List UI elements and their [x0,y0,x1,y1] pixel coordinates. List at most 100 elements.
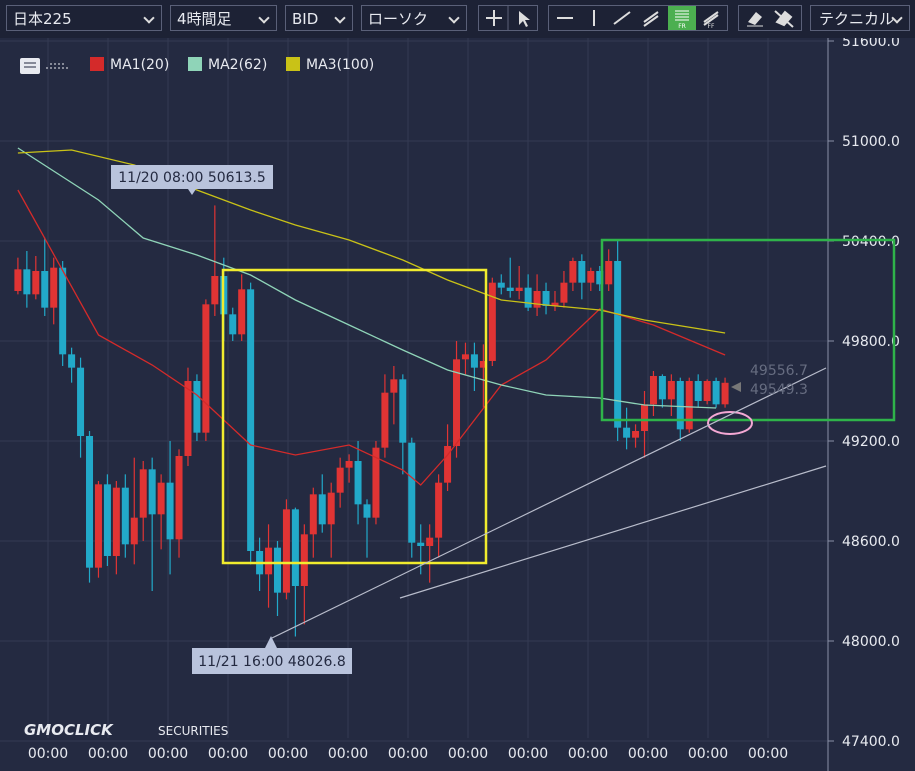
candle-body [426,537,434,546]
candle-body [327,492,335,525]
candle-body [148,469,156,515]
candle-body [632,431,640,438]
x-tick-label: 00:00 [748,746,788,762]
legend-swatch [286,57,300,71]
candle-body [300,534,308,586]
candle-body [596,271,604,285]
candle-body [103,484,111,556]
candle-body [676,381,684,430]
candle-body [667,381,675,400]
candle-body [282,509,290,593]
candle-body [291,509,299,586]
candle-body [23,269,31,295]
candle-body [59,267,67,355]
y-tick-label: 49800.0 [842,334,900,350]
candle-body [515,287,523,291]
candle-body [318,494,326,525]
candle-body [453,359,461,446]
candle-body [381,392,389,448]
annotation-box [111,165,273,189]
annotations: 11/20 08:00 50613.5 11/21 16:00 48026.8 … [24,165,808,739]
candle-body [399,379,407,443]
candle-body [273,547,281,593]
candle-body [605,261,613,285]
y-tick-label: 48000.0 [842,634,900,650]
candle-body [649,376,657,405]
candle-body [86,436,94,568]
candle-body [587,271,595,283]
toolbar: 日本225 4時間足 BID ローソク FR FF テクニカル [0,0,915,38]
candle-body [363,504,371,518]
legend-icon[interactable] [20,58,40,74]
candle-body [408,442,416,543]
candle-body [211,276,219,305]
draw-tools[interactable]: FR FF [548,5,728,31]
candle-body [184,381,192,456]
candle-body [121,487,129,545]
candle-body [685,381,693,430]
candle-body [703,381,711,401]
candle-body [623,427,631,438]
technical-button[interactable]: テクニカル [810,5,910,31]
annotation-pointer [188,189,196,195]
candle-body [712,381,720,405]
candle-body [614,261,622,428]
candle-body [345,461,353,468]
candle-body [435,482,443,538]
x-tick-label: 00:00 [508,746,548,762]
candle-body [506,287,514,291]
legend-label: MA2(62) [208,57,267,73]
erase-tools[interactable] [738,5,802,31]
candle-body [461,354,469,360]
x-tick-label: 00:00 [628,746,668,762]
erase-icons [747,10,794,28]
candle-body [390,379,398,393]
y-tick-label: 47400.0 [842,734,900,750]
candle-body [229,314,237,335]
candle-body [372,447,380,518]
ma-line [17,189,726,486]
annotation: 11/21 16:00 48026.8 [198,654,346,670]
candle-body [470,354,478,368]
candle-body [640,404,648,431]
highlight-ellipse [707,411,753,435]
candle-body [354,461,362,505]
candle-body [336,467,344,493]
highlight-box [600,238,896,422]
overlays [221,238,896,639]
candle-body [41,271,49,308]
y-tick-label: 50400.0 [842,234,900,250]
legend [20,58,68,74]
legend-label: MA1(20) [110,57,169,73]
candle-body [417,542,425,546]
trend-line [271,367,827,639]
candle-body [309,494,317,535]
x-tick-label: 00:00 [448,746,488,762]
x-tick-label: 00:00 [208,746,248,762]
candle-body [551,302,559,306]
candle-body [658,376,666,400]
legend-swatch [188,57,202,71]
candle-body [139,469,147,518]
candle-body [166,482,174,540]
legend-label: MA3(100) [306,57,374,73]
candle-body [193,381,201,433]
interval-select[interactable]: 4時間足 [170,5,277,31]
style-select[interactable]: ローソク [361,5,467,31]
side-select[interactable]: BID [285,5,353,31]
candle-body [238,289,246,335]
y-tick-label: 51600.0 [842,38,900,50]
candle-body [77,367,85,436]
symbol-select[interactable]: 日本225 [6,5,162,31]
candle-body [112,487,120,556]
cursor-tools[interactable] [478,5,538,31]
price-marker [731,382,741,392]
candle-body [130,517,138,545]
svg-text:FF: FF [708,23,715,30]
chart: 00:00 00:00 00:00 00:00 00:00 00:00 00:00 00:00… [0,38,900,771]
x-tick-label: 00:00 [148,746,188,762]
candle-body [524,287,532,308]
candle-body [533,291,541,308]
candle-body [542,291,550,306]
